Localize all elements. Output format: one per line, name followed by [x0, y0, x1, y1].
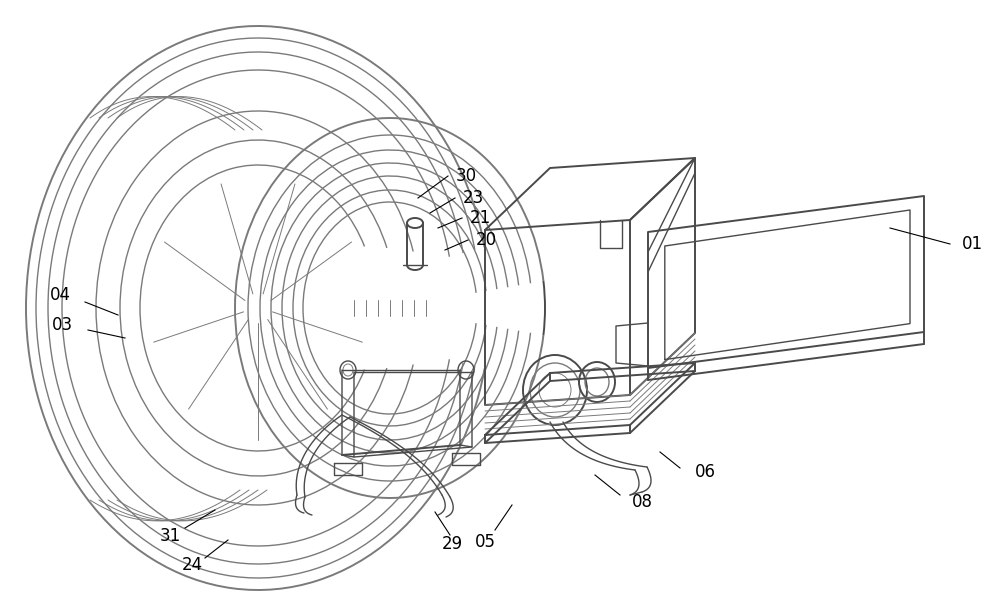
- Text: 30: 30: [456, 167, 477, 185]
- Text: 03: 03: [51, 316, 73, 334]
- Text: 20: 20: [476, 231, 497, 249]
- Text: 24: 24: [181, 556, 203, 574]
- Text: 21: 21: [470, 209, 491, 227]
- Text: 08: 08: [632, 493, 653, 511]
- Text: 01: 01: [962, 235, 983, 253]
- Text: 04: 04: [50, 286, 71, 304]
- Text: 05: 05: [475, 533, 496, 551]
- Text: 23: 23: [463, 189, 484, 207]
- Text: 29: 29: [441, 535, 463, 553]
- Text: 06: 06: [695, 463, 716, 481]
- Text: 31: 31: [159, 527, 181, 545]
